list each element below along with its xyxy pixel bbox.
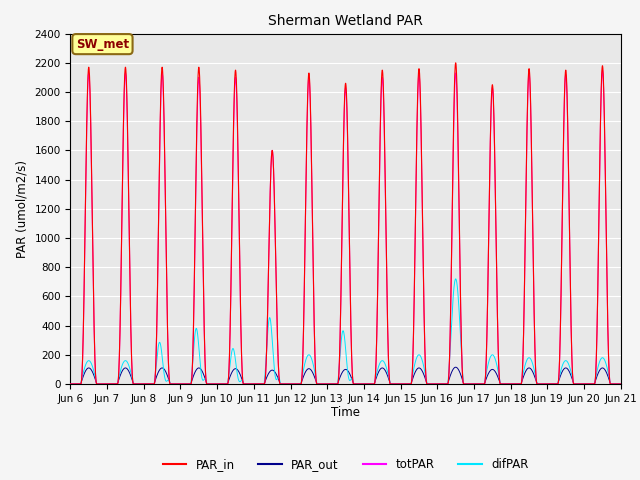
Y-axis label: PAR (umol/m2/s): PAR (umol/m2/s) <box>16 160 29 258</box>
Title: Sherman Wetland PAR: Sherman Wetland PAR <box>268 14 423 28</box>
X-axis label: Time: Time <box>331 407 360 420</box>
Text: SW_met: SW_met <box>76 37 129 50</box>
Legend: PAR_in, PAR_out, totPAR, difPAR: PAR_in, PAR_out, totPAR, difPAR <box>158 454 533 476</box>
